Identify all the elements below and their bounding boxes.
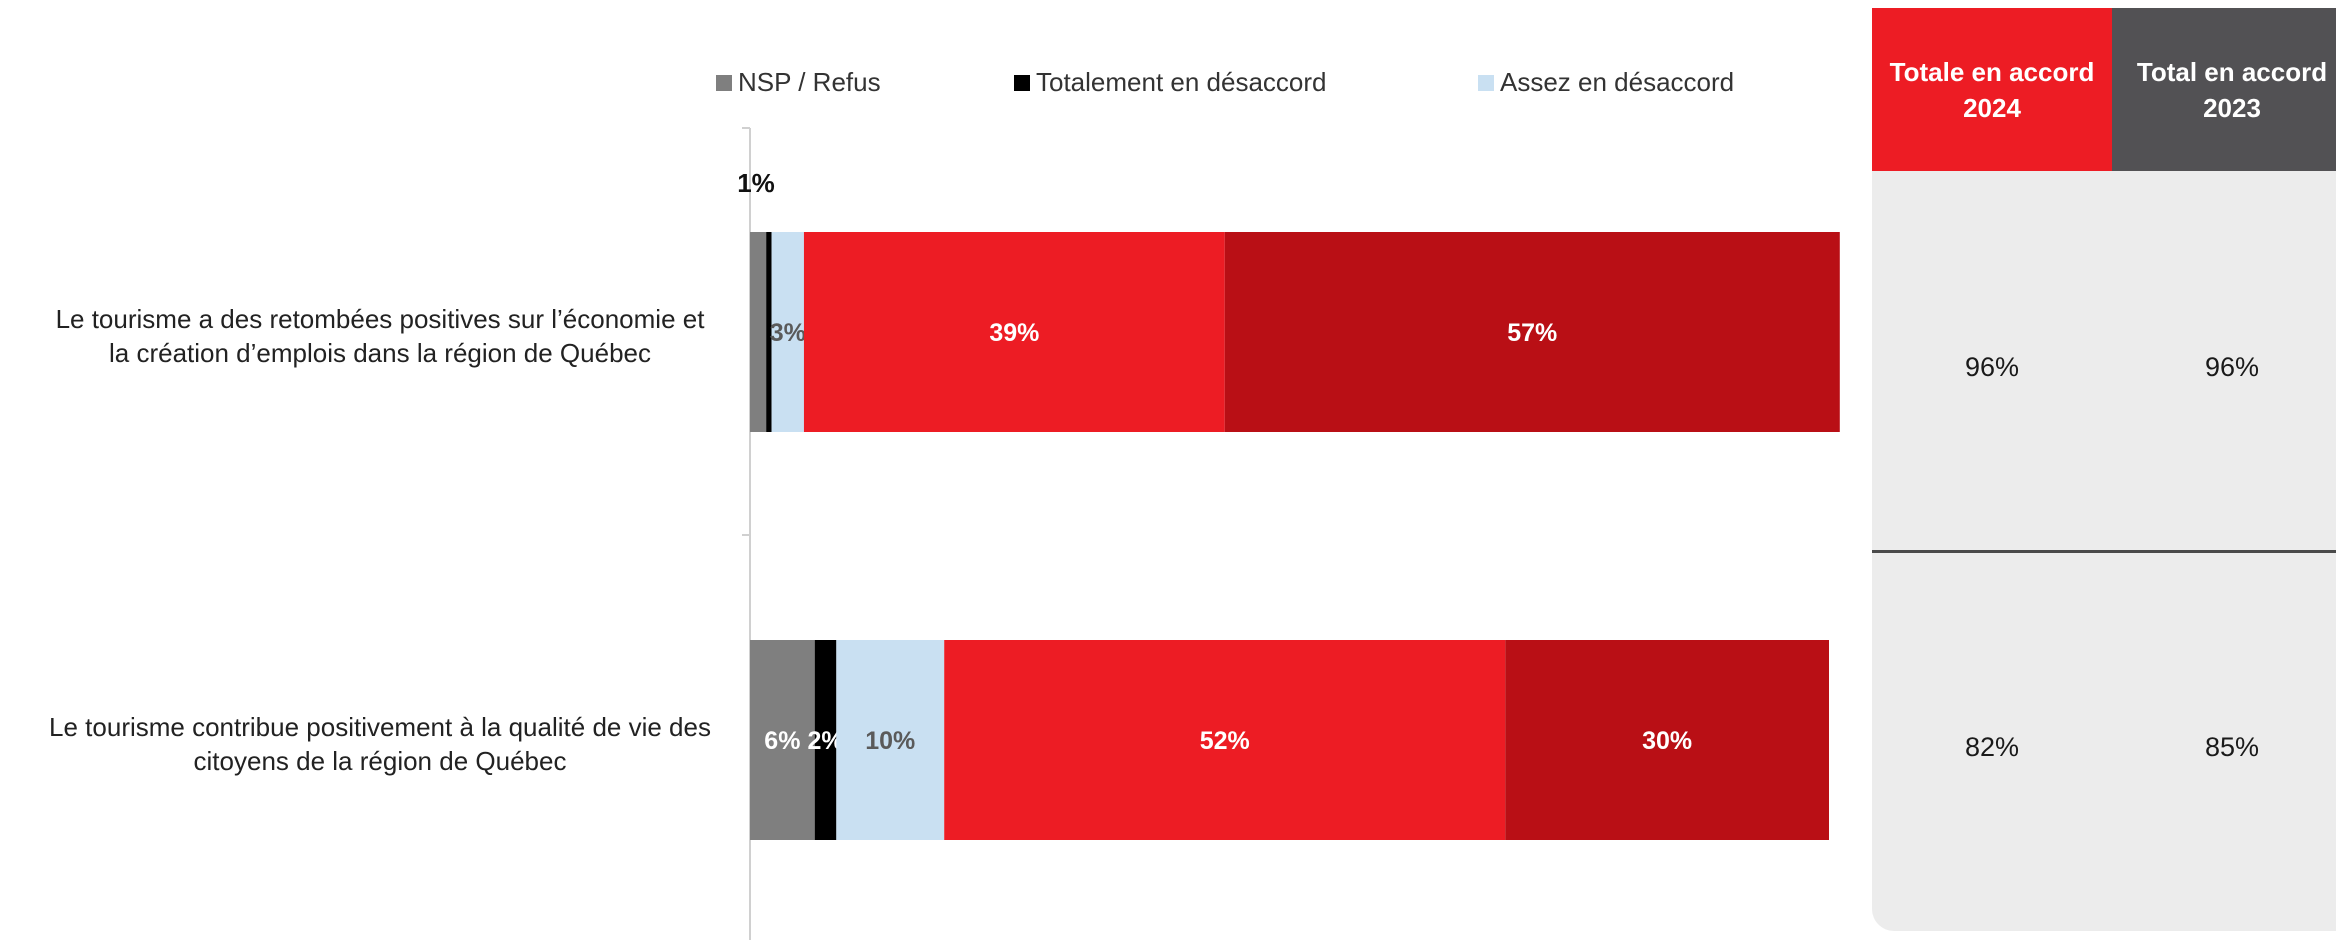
header-2024-line2: 2024 xyxy=(1963,92,2021,123)
header-2024-line1: Totale en accord xyxy=(1889,56,2095,87)
summary-row-divider xyxy=(1872,550,2336,553)
data-label: 3% xyxy=(770,319,806,347)
legend-label: NSP / Refus xyxy=(738,67,881,97)
header-total-agree-2024: Totale en accord 2024 xyxy=(1872,8,2112,171)
bar-segment xyxy=(750,640,815,840)
summary-panel: Totale en accord 2024 Total en accord 20… xyxy=(1872,8,2336,931)
header-2023-line1: Total en accord xyxy=(2136,56,2328,87)
header-2023-line2: 2023 xyxy=(2203,92,2261,123)
category-label: la création d’emplois dans la région de … xyxy=(109,338,651,368)
stacked-bar-chart: NSP / Refus Totalement en désaccord Assez … xyxy=(49,67,1840,940)
data-label: 39% xyxy=(989,319,1039,347)
category-label: citoyens de la région de Québec xyxy=(194,746,567,776)
data-label: 52% xyxy=(1200,727,1250,755)
legend-label: Totalement en désaccord xyxy=(1036,67,1327,97)
bar-segment xyxy=(944,640,1506,840)
legend-swatch xyxy=(716,75,732,91)
legend-swatch xyxy=(1478,75,1494,91)
data-label: 30% xyxy=(1642,727,1692,755)
bar-segment xyxy=(836,640,945,840)
data-label: 1% xyxy=(737,168,775,198)
bar-segment xyxy=(750,232,767,432)
legend-swatch xyxy=(1014,75,1030,91)
summary-value-2023-row1: 96% xyxy=(2204,352,2260,382)
bar-segment xyxy=(766,232,772,432)
bar-segment xyxy=(814,640,837,840)
summary-value-2023-row2: 85% xyxy=(2204,732,2260,762)
bar-segment xyxy=(771,232,804,432)
data-label: 6% xyxy=(764,727,800,755)
bar-segment xyxy=(1505,640,1829,840)
summary-value-2024-row2: 82% xyxy=(1964,732,2020,762)
header-total-agree-2023: Total en accord 2023 xyxy=(2112,8,2336,171)
data-label: 57% xyxy=(1507,319,1557,347)
data-label: 10% xyxy=(865,727,915,755)
category-label: Le tourisme contribue positivement à la … xyxy=(49,712,711,742)
category-label: Le tourisme a des retombées positives su… xyxy=(56,304,706,334)
legend-label: Assez en désaccord xyxy=(1500,67,1734,97)
bar-segment xyxy=(1224,232,1840,432)
bar-segment xyxy=(803,232,1225,432)
summary-value-2024-row1: 96% xyxy=(1964,352,2020,382)
